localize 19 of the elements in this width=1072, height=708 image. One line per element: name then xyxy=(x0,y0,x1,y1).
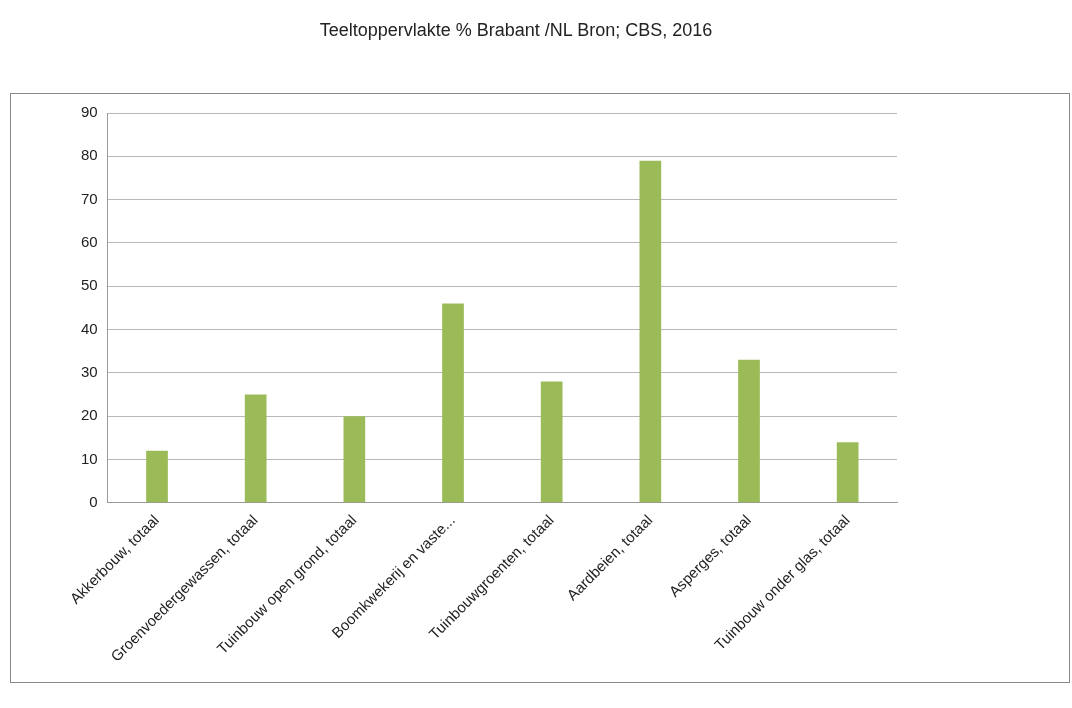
y-tick-label: 70 xyxy=(81,189,98,207)
chart-title: Teeltoppervlakte % Brabant /NL Bron; CBS, 2016 xyxy=(318,19,714,42)
bar xyxy=(639,160,662,503)
bar xyxy=(244,394,267,503)
y-tick-label: 80 xyxy=(81,146,98,164)
y-tick-label: 0 xyxy=(89,492,98,510)
bar xyxy=(146,450,168,503)
y-tick-label: 10 xyxy=(81,449,98,467)
bar xyxy=(540,381,563,503)
bar xyxy=(343,416,366,503)
y-tick-label: 20 xyxy=(81,406,98,424)
y-tick-label: 60 xyxy=(81,233,98,251)
bar xyxy=(738,359,760,503)
y-tick-label: 50 xyxy=(81,276,98,294)
y-tick-label: 90 xyxy=(81,103,98,121)
bar xyxy=(836,442,859,503)
y-tick-label: 30 xyxy=(81,362,98,380)
y-tick-label: 40 xyxy=(81,319,98,337)
bar xyxy=(442,303,464,503)
